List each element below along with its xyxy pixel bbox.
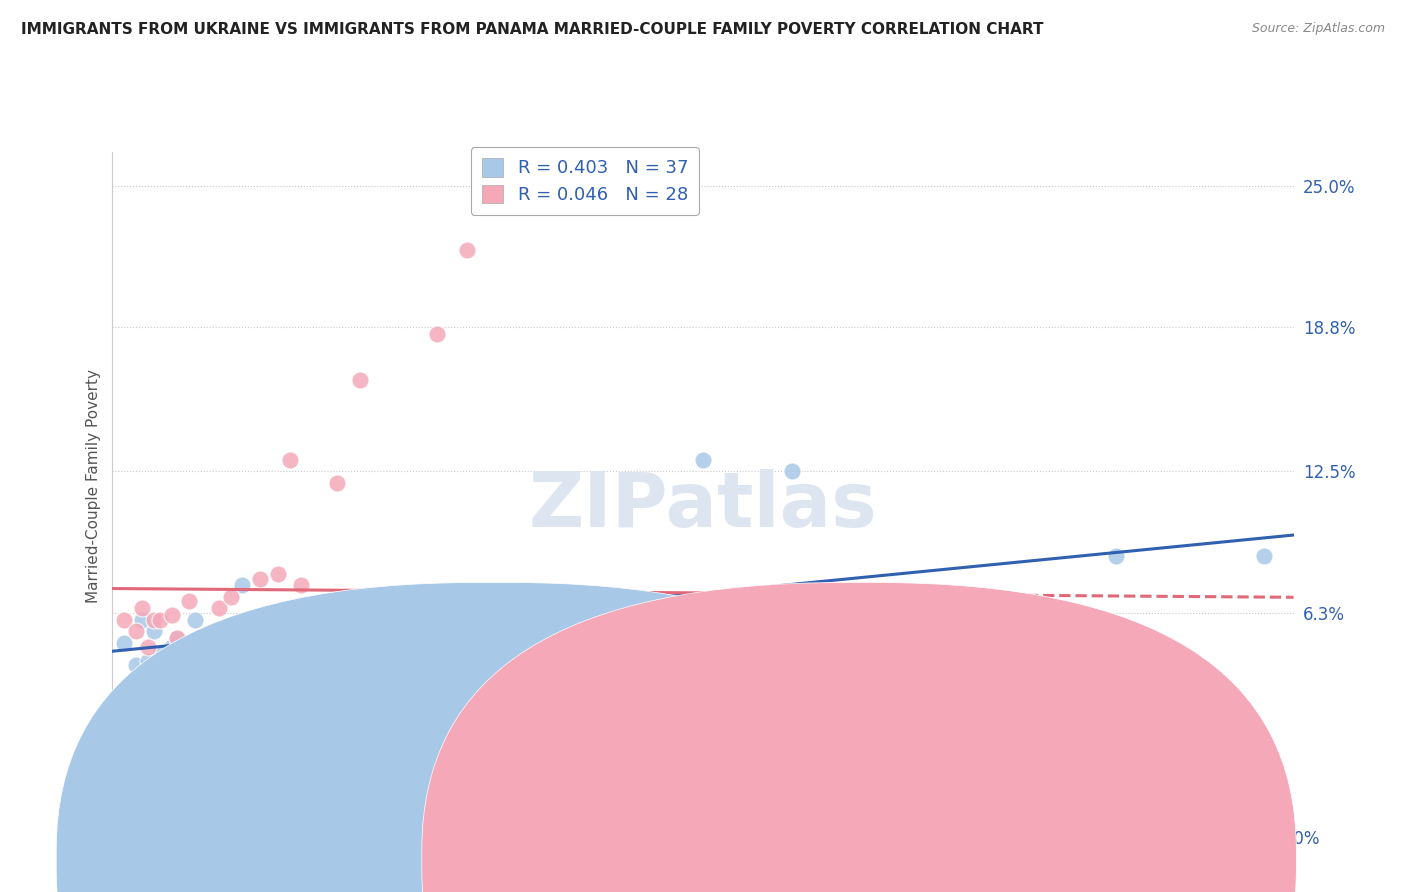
Point — [267, 567, 290, 582]
Point — [456, 590, 478, 604]
Point — [290, 578, 312, 592]
Point — [195, 635, 218, 649]
Point — [208, 601, 231, 615]
Point — [1105, 549, 1128, 563]
Text: Source: ZipAtlas.com: Source: ZipAtlas.com — [1251, 22, 1385, 36]
Point — [149, 647, 172, 661]
Point — [278, 658, 301, 673]
Point — [190, 670, 212, 684]
Point — [692, 708, 714, 723]
Text: Immigrants from Panama: Immigrants from Panama — [886, 853, 1080, 867]
Point — [125, 658, 148, 673]
Point — [219, 640, 242, 654]
Point — [349, 373, 371, 387]
Point — [308, 613, 330, 627]
Point — [219, 590, 242, 604]
Point — [179, 594, 201, 608]
Point — [112, 635, 135, 649]
Point — [195, 635, 218, 649]
Point — [349, 624, 371, 639]
Point — [131, 601, 153, 615]
Point — [125, 624, 148, 639]
Point — [142, 624, 165, 639]
Point — [243, 631, 266, 645]
Point — [136, 654, 159, 668]
Text: ZIPatlas: ZIPatlas — [529, 469, 877, 543]
Text: Immigrants from Ukraine: Immigrants from Ukraine — [520, 853, 713, 867]
Point — [426, 590, 449, 604]
Point — [149, 613, 172, 627]
Point — [142, 613, 165, 627]
Point — [1253, 549, 1275, 563]
Point — [1017, 658, 1039, 673]
Point — [603, 715, 626, 730]
Point — [385, 658, 408, 673]
Point — [278, 453, 301, 467]
Point — [172, 654, 194, 668]
Point — [201, 658, 224, 673]
Point — [231, 647, 253, 661]
Point — [208, 624, 231, 639]
Point — [249, 572, 271, 586]
Point — [184, 613, 207, 627]
Point — [385, 608, 408, 623]
Point — [136, 640, 159, 654]
Point — [662, 594, 685, 608]
Point — [166, 631, 188, 645]
Point — [166, 631, 188, 645]
Point — [160, 640, 183, 654]
Point — [290, 624, 312, 639]
Point — [160, 608, 183, 623]
Legend: R = 0.403   N = 37, R = 0.046   N = 28: R = 0.403 N = 37, R = 0.046 N = 28 — [471, 147, 699, 215]
Point — [131, 613, 153, 627]
Text: IMMIGRANTS FROM UKRAINE VS IMMIGRANTS FROM PANAMA MARRIED-COUPLE FAMILY POVERTY : IMMIGRANTS FROM UKRAINE VS IMMIGRANTS FR… — [21, 22, 1043, 37]
Point — [633, 708, 655, 723]
Point — [112, 613, 135, 627]
Point — [231, 578, 253, 592]
Point — [485, 635, 508, 649]
Point — [692, 453, 714, 467]
Point — [869, 590, 891, 604]
Point — [780, 464, 803, 478]
Point — [155, 663, 177, 677]
Point — [326, 475, 349, 490]
Point — [326, 624, 349, 639]
Y-axis label: Married-Couple Family Poverty: Married-Couple Family Poverty — [86, 369, 101, 603]
Point — [190, 658, 212, 673]
Point — [308, 608, 330, 623]
Point — [426, 327, 449, 342]
Point — [249, 658, 271, 673]
Point — [267, 624, 290, 639]
Point — [544, 715, 567, 730]
Point — [214, 647, 236, 661]
Point — [456, 243, 478, 257]
